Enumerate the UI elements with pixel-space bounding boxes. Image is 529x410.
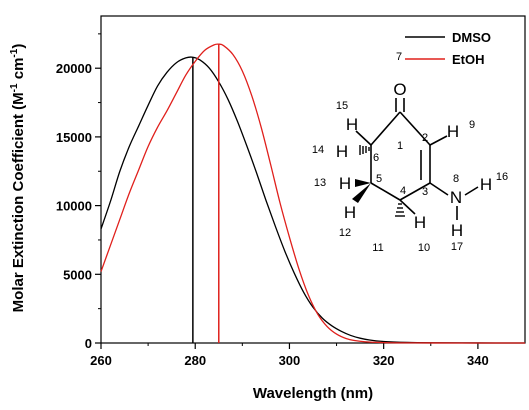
legend-label-dmso: DMSO xyxy=(452,30,491,45)
x-axis-title: Wavelength (nm) xyxy=(253,385,373,402)
legend-label-etoh: EtOH xyxy=(452,52,485,67)
svg-text:8: 8 xyxy=(453,173,459,185)
y-tick-label: 5000 xyxy=(63,267,92,282)
svg-text:H: H xyxy=(339,174,351,193)
svg-text:17: 17 xyxy=(451,241,463,253)
svg-text:4: 4 xyxy=(400,185,406,197)
y-axis-title: Molar Extinction Coefficient (M-1 cm-1) xyxy=(9,44,27,313)
svg-text:5: 5 xyxy=(376,173,382,185)
svg-text:3: 3 xyxy=(422,186,428,198)
series-line-etoh xyxy=(100,43,526,344)
svg-text:13: 13 xyxy=(314,177,326,189)
x-tick-label: 340 xyxy=(467,353,489,368)
svg-text:H: H xyxy=(346,115,358,134)
svg-text:H: H xyxy=(414,213,426,232)
x-tick-label: 320 xyxy=(373,353,395,368)
y-tick-label: 0 xyxy=(85,336,92,351)
x-tick-label: 280 xyxy=(184,353,206,368)
x-axis-ticks: 260 280 300 320 340 xyxy=(90,343,489,368)
svg-text:O: O xyxy=(393,80,406,99)
y-axis-ticks: 0 5000 10000 15000 20000 xyxy=(56,33,101,351)
svg-text:12: 12 xyxy=(339,227,351,239)
y-tick-label: 20000 xyxy=(56,61,92,76)
x-tick-label: 300 xyxy=(279,353,301,368)
svg-text:10: 10 xyxy=(418,242,430,254)
legend: DMSO EtOH xyxy=(405,30,491,67)
series-line-dmso xyxy=(100,56,526,344)
plot-frame xyxy=(100,15,526,344)
y-tick-label: 10000 xyxy=(56,199,92,214)
wedge-bond-c5-h12 xyxy=(352,183,371,203)
molecule-structure xyxy=(355,98,479,220)
svg-text:N: N xyxy=(450,188,462,207)
svg-text:H: H xyxy=(447,122,459,141)
svg-text:H: H xyxy=(451,221,463,240)
wedge-bond-c5-h13 xyxy=(355,179,371,187)
svg-text:15: 15 xyxy=(336,100,348,112)
molecule-numbering: 7 15 14 13 12 6 5 1 2 4 3 11 10 9 8 16 1… xyxy=(312,51,508,254)
svg-text:H: H xyxy=(480,175,492,194)
svg-text:6: 6 xyxy=(373,152,379,164)
x-tick-label: 260 xyxy=(90,353,112,368)
svg-text:11: 11 xyxy=(372,242,383,254)
svg-text:H: H xyxy=(336,142,348,161)
svg-text:2: 2 xyxy=(422,132,428,144)
svg-text:1: 1 xyxy=(397,140,403,152)
svg-text:H: H xyxy=(344,203,356,222)
molecule-atoms: O H H H H H N H H H xyxy=(336,80,492,240)
series-layer xyxy=(100,43,526,344)
y-tick-label: 15000 xyxy=(56,130,92,145)
svg-text:9: 9 xyxy=(469,119,475,131)
svg-text:7: 7 xyxy=(396,51,402,63)
svg-text:14: 14 xyxy=(312,144,324,156)
svg-text:16: 16 xyxy=(496,171,508,183)
